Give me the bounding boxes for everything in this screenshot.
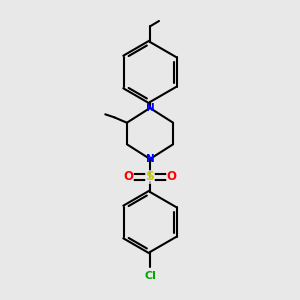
Text: S: S [146,170,154,184]
Text: N: N [146,103,154,113]
Text: N: N [146,154,154,164]
Text: O: O [167,170,177,184]
Text: O: O [123,170,134,184]
Text: Cl: Cl [144,271,156,281]
